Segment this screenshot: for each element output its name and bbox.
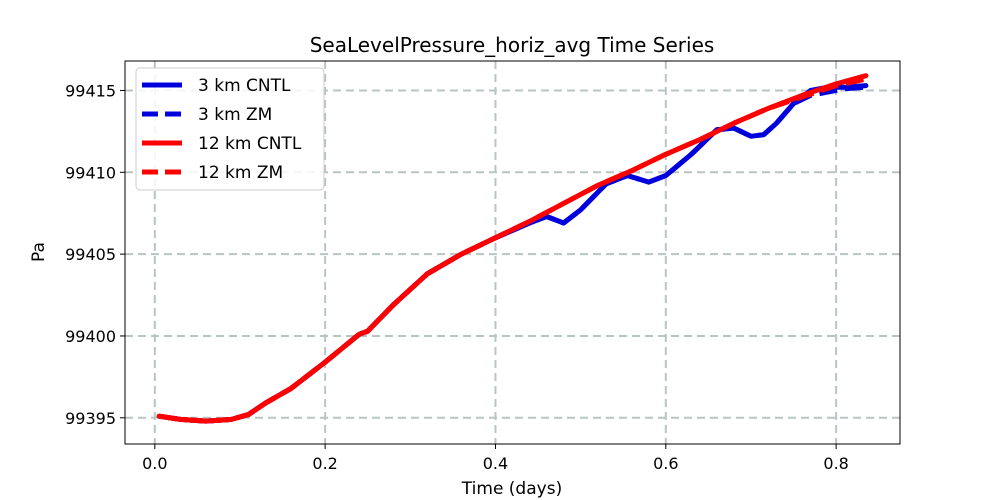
x-tick-label: 0.8	[823, 454, 848, 473]
legend-box	[135, 67, 325, 191]
plot-area	[156, 73, 869, 424]
x-axis-label: Time (days)	[461, 479, 562, 499]
legend-label: 3 km ZM	[198, 105, 272, 125]
x-tick-label: 0.2	[312, 454, 337, 473]
y-tick-label: 99400	[65, 327, 116, 346]
chart-title: SeaLevelPressure_horiz_avg Time Series	[310, 33, 715, 57]
legend-label: 3 km CNTL	[198, 76, 291, 96]
y-tick-label: 99410	[65, 163, 116, 182]
y-tick-label: 99395	[65, 409, 116, 428]
y-axis-label: Pa	[29, 242, 49, 262]
x-tick-label: 0.6	[653, 454, 678, 473]
axes-ticks: 0.0 0.2 0.4 0.6 0.8 99395 99400 99405 99410 99415	[65, 81, 849, 473]
legend-label: 12 km CNTL	[198, 134, 302, 154]
x-tick-label: 0.4	[483, 454, 508, 473]
legend-label: 12 km ZM	[198, 163, 283, 183]
y-tick-label: 99415	[65, 81, 116, 100]
grid	[125, 61, 900, 444]
y-tick-label: 99405	[65, 245, 116, 264]
x-tick-label: 0.0	[142, 454, 167, 473]
series-line-12-km-zm	[158, 76, 867, 424]
legend: 3 km CNTL 3 km ZM 12 km CNTL 12 km ZM	[135, 67, 325, 191]
plot-frame	[124, 60, 901, 445]
